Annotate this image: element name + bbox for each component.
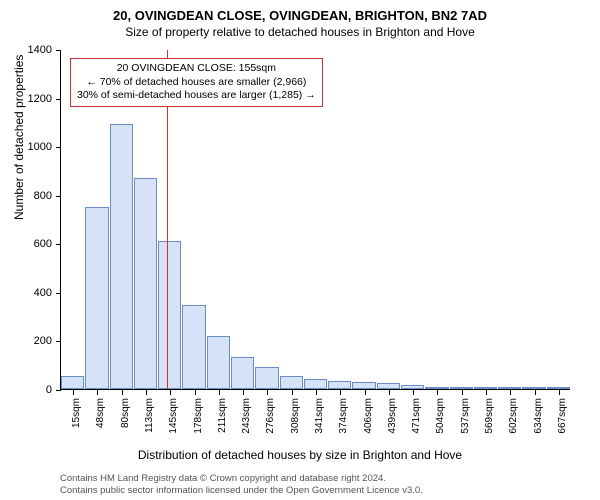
histogram-bar — [522, 387, 545, 389]
histogram-bar — [425, 387, 448, 389]
x-tick-label: 504sqm — [435, 398, 446, 448]
histogram-bar — [401, 385, 424, 389]
x-tick-mark — [73, 390, 74, 395]
x-tick-mark — [559, 390, 560, 395]
x-tick-label: 243sqm — [241, 398, 252, 448]
histogram-bar — [377, 383, 400, 389]
subtitle: Size of property relative to detached ho… — [0, 25, 600, 39]
x-axis-label: Distribution of detached houses by size … — [0, 448, 600, 462]
annotation-line3: 30% of semi-detached houses are larger (… — [77, 89, 316, 103]
y-tick-mark — [56, 293, 61, 294]
annotation-box: 20 OVINGDEAN CLOSE: 155sqm ← 70% of deta… — [70, 58, 323, 107]
x-tick-mark — [486, 390, 487, 395]
y-tick-mark — [56, 196, 61, 197]
x-tick-label: 276sqm — [265, 398, 276, 448]
histogram-bar — [182, 305, 205, 389]
footer-line2: Contains public sector information licen… — [60, 485, 423, 496]
x-tick-label: 211sqm — [217, 398, 228, 448]
histogram-bar — [547, 387, 570, 389]
y-tick-mark — [56, 244, 61, 245]
x-tick-label: 406sqm — [363, 398, 374, 448]
x-tick-mark — [243, 390, 244, 395]
x-tick-label: 569sqm — [484, 398, 495, 448]
histogram-bar — [158, 241, 181, 389]
x-tick-label: 439sqm — [387, 398, 398, 448]
x-tick-mark — [292, 390, 293, 395]
x-tick-label: 15sqm — [71, 398, 82, 448]
x-tick-mark — [462, 390, 463, 395]
x-tick-mark — [437, 390, 438, 395]
histogram-bar — [61, 376, 84, 389]
histogram-bar — [328, 381, 351, 390]
x-tick-mark — [146, 390, 147, 395]
y-tick-mark — [56, 99, 61, 100]
x-tick-mark — [316, 390, 317, 395]
y-axis-label: Number of detached properties — [12, 55, 26, 220]
histogram-bar — [85, 207, 108, 389]
y-tick-mark — [56, 147, 61, 148]
histogram-bar — [255, 367, 278, 389]
x-tick-mark — [389, 390, 390, 395]
y-tick-mark — [56, 341, 61, 342]
y-tick-label: 1200 — [28, 93, 52, 105]
x-tick-label: 471sqm — [411, 398, 422, 448]
x-tick-label: 537sqm — [460, 398, 471, 448]
x-tick-mark — [122, 390, 123, 395]
x-tick-mark — [510, 390, 511, 395]
y-tick-mark — [56, 50, 61, 51]
x-tick-mark — [170, 390, 171, 395]
address-title: 20, OVINGDEAN CLOSE, OVINGDEAN, BRIGHTON… — [0, 8, 600, 23]
annotation-line1: 20 OVINGDEAN CLOSE: 155sqm — [77, 62, 316, 76]
x-tick-label: 341sqm — [314, 398, 325, 448]
x-tick-mark — [340, 390, 341, 395]
x-tick-label: 113sqm — [144, 398, 155, 448]
x-tick-mark — [413, 390, 414, 395]
x-tick-mark — [267, 390, 268, 395]
histogram-bar — [207, 336, 230, 389]
y-tick-label: 200 — [34, 335, 52, 347]
footer-line1: Contains HM Land Registry data © Crown c… — [60, 473, 423, 484]
y-tick-label: 1400 — [28, 44, 52, 56]
x-tick-label: 374sqm — [338, 398, 349, 448]
x-tick-mark — [535, 390, 536, 395]
histogram-bar — [134, 178, 157, 389]
title-block: 20, OVINGDEAN CLOSE, OVINGDEAN, BRIGHTON… — [0, 0, 600, 39]
histogram-bar — [304, 379, 327, 389]
histogram-bar — [450, 387, 473, 389]
x-tick-label: 145sqm — [168, 398, 179, 448]
x-tick-label: 634sqm — [533, 398, 544, 448]
histogram-bar — [231, 357, 254, 389]
x-tick-mark — [219, 390, 220, 395]
y-tick-mark — [56, 390, 61, 391]
x-tick-label: 48sqm — [95, 398, 106, 448]
histogram-bar — [280, 376, 303, 389]
x-tick-label: 308sqm — [290, 398, 301, 448]
histogram-bar — [110, 124, 133, 389]
x-tick-mark — [195, 390, 196, 395]
x-tick-label: 667sqm — [557, 398, 568, 448]
footer-attribution: Contains HM Land Registry data © Crown c… — [60, 473, 423, 496]
y-tick-label: 600 — [34, 238, 52, 250]
y-tick-label: 1000 — [28, 141, 52, 153]
y-tick-label: 400 — [34, 287, 52, 299]
x-tick-mark — [97, 390, 98, 395]
x-tick-mark — [365, 390, 366, 395]
histogram-bar — [352, 382, 375, 389]
annotation-line2: ← 70% of detached houses are smaller (2,… — [77, 76, 316, 90]
x-tick-label: 178sqm — [193, 398, 204, 448]
y-tick-label: 800 — [34, 190, 52, 202]
histogram-bar — [474, 387, 497, 389]
histogram-bar — [498, 387, 521, 389]
y-tick-label: 0 — [46, 384, 52, 396]
x-tick-label: 80sqm — [120, 398, 131, 448]
x-tick-label: 602sqm — [508, 398, 519, 448]
